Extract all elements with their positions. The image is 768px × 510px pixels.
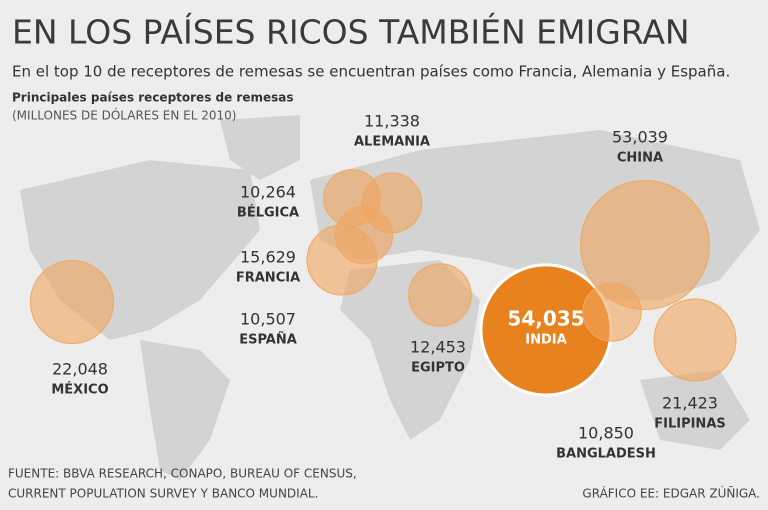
country-name: FILIPINAS bbox=[654, 417, 726, 432]
country-name: INDIA bbox=[525, 333, 566, 348]
bubble bbox=[653, 298, 737, 382]
value-label: 22,048 bbox=[52, 360, 108, 379]
credit: GRÁFICO EE: EDGAR ZÚÑIGA. bbox=[582, 486, 760, 501]
value-label: 10,507 bbox=[240, 310, 296, 329]
country-name: BANGLADESH bbox=[556, 447, 656, 462]
country-name: MÉXICO bbox=[51, 382, 108, 398]
value-label: 11,338 bbox=[364, 112, 420, 131]
country-name: ALEMANIA bbox=[354, 135, 430, 150]
country-name: BÉLGICA bbox=[237, 205, 299, 221]
value-label: 15,629 bbox=[240, 248, 296, 267]
country-name: EGIPTO bbox=[411, 361, 465, 376]
value-label: 10,850 bbox=[578, 424, 634, 443]
source-line: FUENTE: BBVA RESEARCH, CONAPO, BUREAU OF… bbox=[8, 467, 357, 481]
country-name: FRANCIA bbox=[236, 271, 300, 286]
legend-unit: (MILLONES DE DÓLARES EN EL 2010) bbox=[12, 108, 236, 123]
bubble bbox=[408, 263, 472, 327]
country-name: CHINA bbox=[617, 151, 663, 166]
title: EN LOS PAÍSES RICOS TAMBIÉN EMIGRAN bbox=[12, 12, 690, 52]
value-label: 21,423 bbox=[662, 394, 718, 413]
bubbles: 22,048 MÉXICO 10,264 BÉLGICA 11,338 ALEMANIA 1… bbox=[29, 112, 737, 462]
value-label: 53,039 bbox=[612, 128, 668, 147]
bubble bbox=[29, 259, 115, 345]
value-label: 10,264 bbox=[240, 183, 296, 202]
source-line: CURRENT POPULATION SURVEY Y BANCO MUNDIA… bbox=[8, 487, 318, 501]
value-label: 12,453 bbox=[410, 338, 466, 357]
bubble bbox=[334, 205, 394, 265]
subtitle: En el top 10 de receptores de remesas se… bbox=[12, 63, 730, 81]
bubble bbox=[580, 180, 710, 310]
country-name: ESPAÑA bbox=[239, 332, 297, 348]
legend-title: Principales países receptores de remesas bbox=[12, 91, 294, 105]
value-label: 54,035 bbox=[507, 307, 584, 331]
